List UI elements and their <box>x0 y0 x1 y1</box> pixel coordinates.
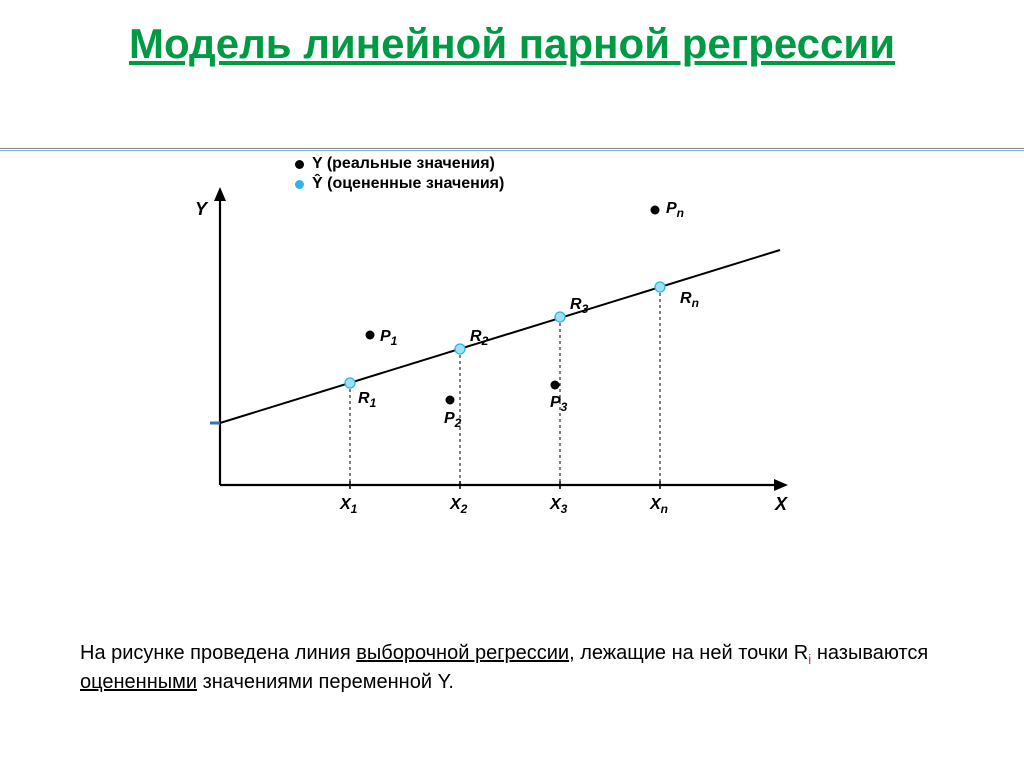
footer-t4: значениями переменной Y. <box>197 671 454 693</box>
svg-text:Y: Y <box>195 199 209 219</box>
slide-root: Модель линейной парной регрессии Y (реал… <box>0 0 1024 767</box>
svg-text:P3: P3 <box>550 394 568 414</box>
slide-title: Модель линейной парной регрессии <box>0 20 1024 68</box>
legend-dot-real <box>295 160 304 169</box>
chart-svg: YXX1X2X3XnR1R2R3RnP1P2P3Pn <box>180 155 840 535</box>
legend-dot-est <box>295 180 304 189</box>
svg-text:R1: R1 <box>358 390 377 410</box>
svg-text:X2: X2 <box>449 496 468 516</box>
divider <box>0 148 1024 152</box>
footer-t3: называются <box>811 642 928 664</box>
footer-u2: оцененными <box>80 671 197 693</box>
legend-item-real: Y (реальные значения) <box>295 155 504 173</box>
svg-text:X1: X1 <box>339 496 358 516</box>
legend-label-est: Ŷ (оцененные значения) <box>312 175 504 193</box>
svg-text:Xn: Xn <box>649 496 668 516</box>
svg-text:Pn: Pn <box>666 200 684 220</box>
regression-chart: Y (реальные значения) Ŷ (оцененные значе… <box>180 155 840 535</box>
legend-label-real: Y (реальные значения) <box>312 155 495 173</box>
svg-text:P1: P1 <box>380 328 398 348</box>
legend: Y (реальные значения) Ŷ (оцененные значе… <box>295 155 504 195</box>
svg-text:X: X <box>774 494 788 514</box>
svg-text:X3: X3 <box>549 496 568 516</box>
svg-text:P2: P2 <box>444 410 462 430</box>
svg-text:Rn: Rn <box>680 290 699 310</box>
footer-t1: На рисунке проведена линия <box>80 642 356 664</box>
footer-u1: выборочной регрессии <box>356 642 569 664</box>
footer-caption: На рисунке проведена линия выборочной ре… <box>80 640 940 696</box>
footer-t2: , лежащие на ней точки R <box>569 642 808 664</box>
legend-item-est: Ŷ (оцененные значения) <box>295 175 504 193</box>
